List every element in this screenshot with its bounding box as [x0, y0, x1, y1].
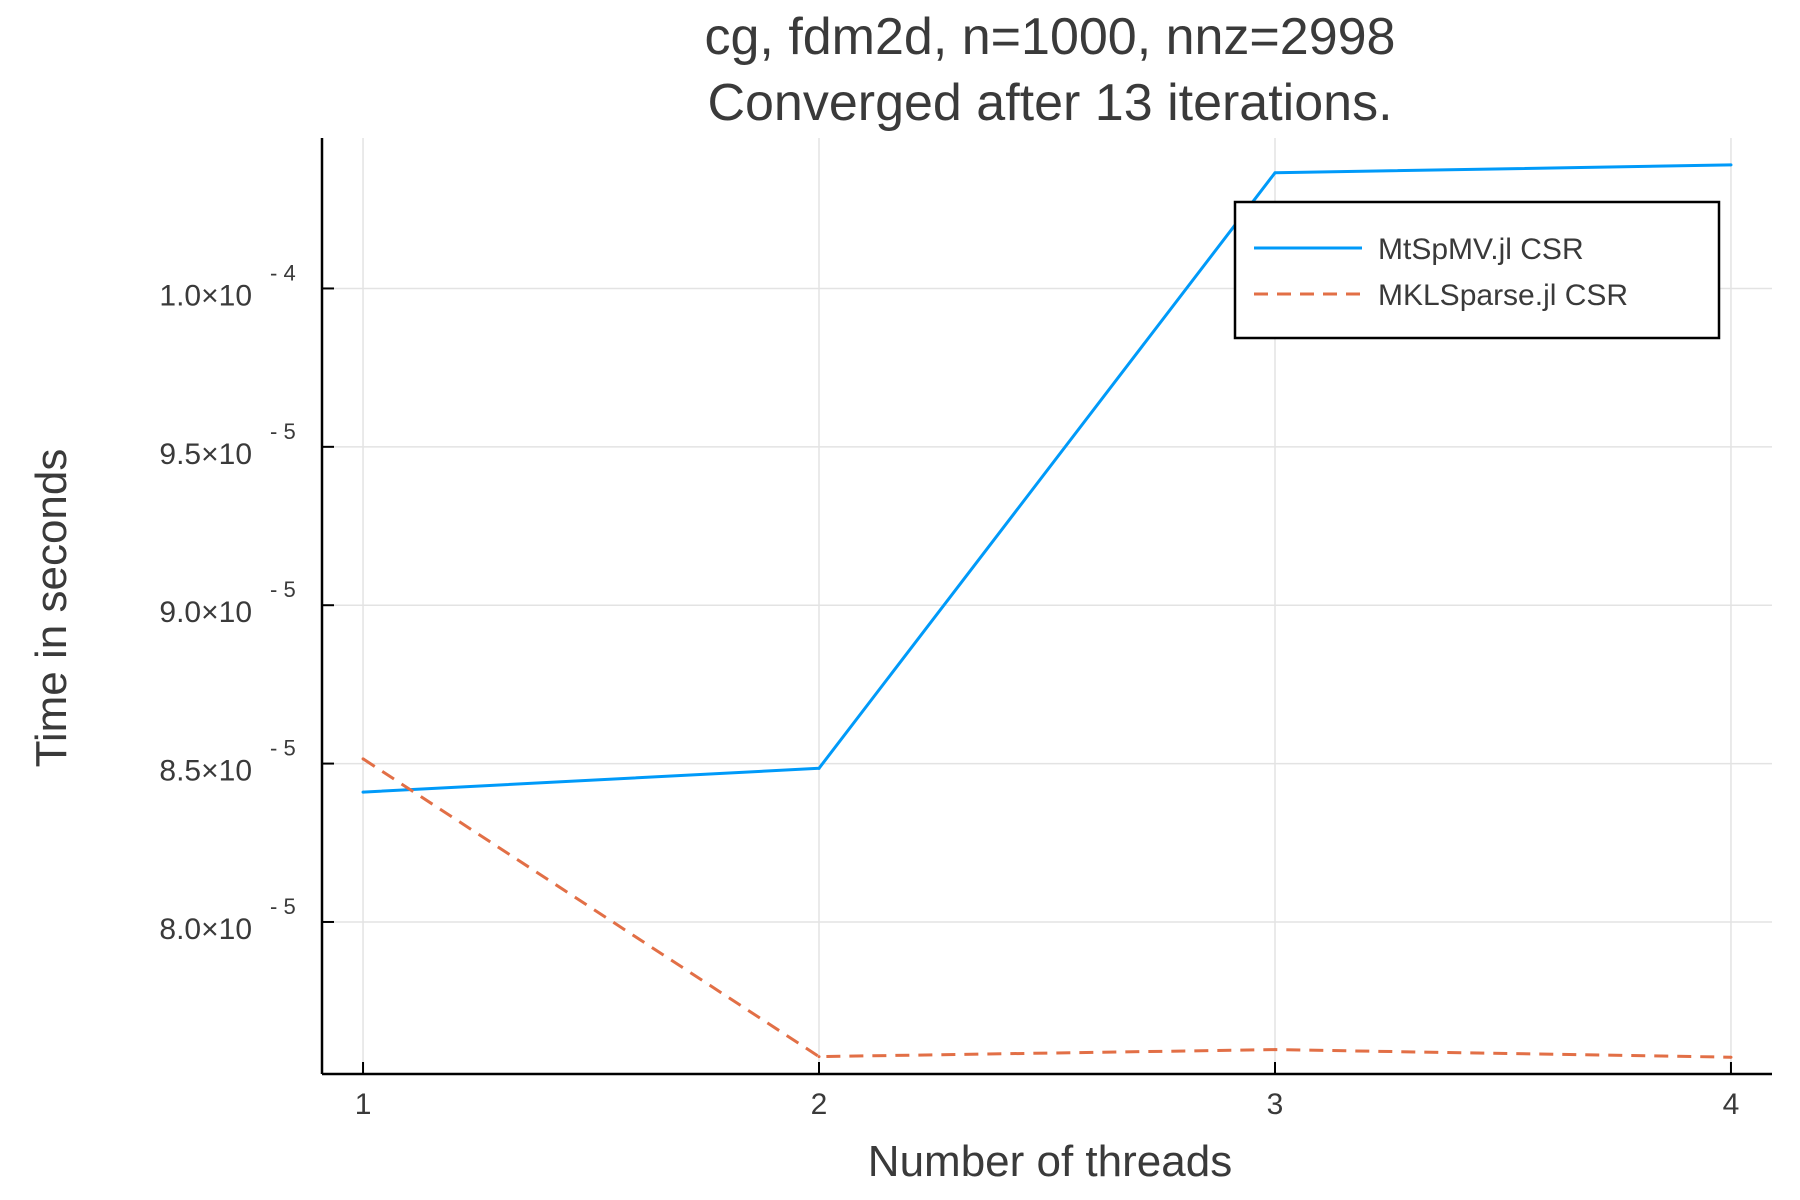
legend: MtSpMV.jl CSR MKLSparse.jl CSR [1233, 200, 1721, 340]
series-line-2 [362, 757, 1732, 1059]
series-2-point-1 [361, 757, 365, 761]
x-tick-label-4: 4 [1723, 1088, 1740, 1121]
y-tick-exponent-5: - 4 [270, 260, 296, 285]
series-2-point-2 [817, 1055, 821, 1059]
y-tick-label-4: 9.5×10 [159, 438, 252, 471]
y-axis-ticks: 8.0×10 - 5 8.5×10 - 5 9.0×10 - 5 9.5×10 - 5 1.0×… [159, 260, 334, 946]
y-tick-label-1: 8.0×10 [159, 913, 252, 946]
series-1-point-3 [1273, 171, 1277, 175]
chart-title-line-1: cg, fdm2d, n=1000, nnz=2998 [705, 8, 1396, 66]
x-axis-ticks: 1 2 3 4 [355, 1062, 1740, 1121]
chart-title-line-2: Converged after 13 iterations. [707, 74, 1392, 132]
series-2-point-3 [1273, 1048, 1277, 1052]
x-tick-label-3: 3 [1267, 1088, 1284, 1121]
legend-box [1233, 200, 1721, 340]
series-1-point-1 [361, 790, 365, 794]
legend-label-2: MKLSparse.jl CSR [1378, 279, 1628, 312]
chart-title: cg, fdm2d, n=1000, nnz=2998 Converged af… [705, 8, 1396, 132]
y-tick-label-3: 9.0×10 [159, 596, 252, 629]
y-tick-exponent-3: - 5 [270, 577, 296, 602]
x-tick-label-1: 1 [355, 1088, 372, 1121]
y-tick-label-5: 1.0×10 [159, 279, 252, 312]
series-2-point-4 [1729, 1055, 1733, 1059]
series-line-1 [362, 163, 1732, 794]
series-layer [361, 163, 1733, 1059]
y-tick-exponent-2: - 5 [270, 736, 296, 761]
legend-label-1: MtSpMV.jl CSR [1378, 233, 1584, 266]
x-tick-label-2: 2 [811, 1088, 828, 1121]
y-tick-exponent-4: - 5 [270, 419, 296, 444]
x-axis-label: Number of threads [868, 1137, 1232, 1186]
series-1-point-4 [1729, 163, 1733, 167]
y-tick-exponent-1: - 5 [270, 894, 296, 919]
series-1-point-2 [817, 766, 821, 770]
y-tick-label-2: 8.5×10 [159, 755, 252, 788]
y-axis-label: Time in seconds [27, 449, 76, 768]
